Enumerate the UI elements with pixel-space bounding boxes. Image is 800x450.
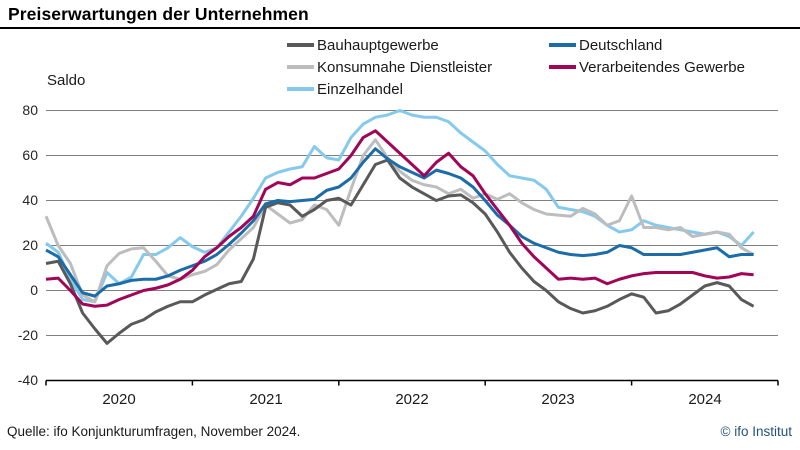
- legend-label: Einzelhandel: [317, 80, 403, 98]
- chart-title: Preiserwartungen der Unternehmen: [8, 4, 309, 24]
- legend-item-deutschland: Deutschland: [549, 36, 662, 54]
- legend-swatch-verarbeitendes-gewerbe: [549, 65, 576, 69]
- legend-item-konsumnahe-dienstleister: Konsumnahe Dienstleister: [287, 58, 492, 76]
- y-axis-tick-label: -40: [17, 372, 38, 388]
- legend-swatch-bauhauptgewerbe: [287, 43, 314, 47]
- legend-label: Bauhauptgewerbe: [317, 36, 439, 54]
- series-line-einzelhandel: [45, 109, 755, 304]
- legend-label: Konsumnahe Dienstleister: [317, 58, 493, 76]
- series-line-bauhauptgewerbe: [45, 158, 755, 345]
- y-axis-tick-label: -20: [17, 327, 38, 343]
- x-axis-year-label: 2022: [395, 391, 429, 408]
- y-axis-tick-label: 40: [22, 192, 38, 208]
- series-line-konsumnahe-dienstleister: [44, 138, 755, 304]
- legend-item-verarbeitendes-gewerbe: Verarbeitendes Gewerbe: [549, 58, 745, 76]
- copyright-note: © ifo Institut: [720, 424, 792, 439]
- legend-swatch-deutschland: [549, 43, 576, 47]
- x-axis-year-label: 2024: [688, 391, 722, 408]
- y-axis-unit-label: Saldo: [47, 72, 86, 89]
- x-axis-year-label: 2020: [102, 391, 136, 408]
- legend-label: Verarbeitendes Gewerbe: [579, 58, 745, 76]
- x-axis-year-label: 2021: [249, 391, 283, 408]
- series-line-deutschland: [45, 147, 754, 298]
- y-axis-tick-label: 60: [22, 147, 38, 163]
- series-line-verarbeitendes-gewerbe: [45, 129, 754, 308]
- y-axis-tick-label: 80: [22, 102, 38, 118]
- legend-swatch-einzelhandel: [287, 87, 314, 91]
- x-axis-year-label: 2023: [541, 391, 575, 408]
- legend-swatch-konsumnahe-dienstleister: [287, 65, 314, 69]
- source-note: Quelle: ifo Konjunkturumfragen, November…: [7, 424, 301, 439]
- y-axis-tick-label: 0: [30, 282, 38, 298]
- legend-label: Deutschland: [579, 36, 663, 54]
- y-axis-tick-label: 20: [22, 237, 38, 253]
- title-divider: [0, 27, 800, 29]
- legend-item-einzelhandel: Einzelhandel: [287, 80, 403, 98]
- legend-item-bauhauptgewerbe: Bauhauptgewerbe: [287, 36, 439, 54]
